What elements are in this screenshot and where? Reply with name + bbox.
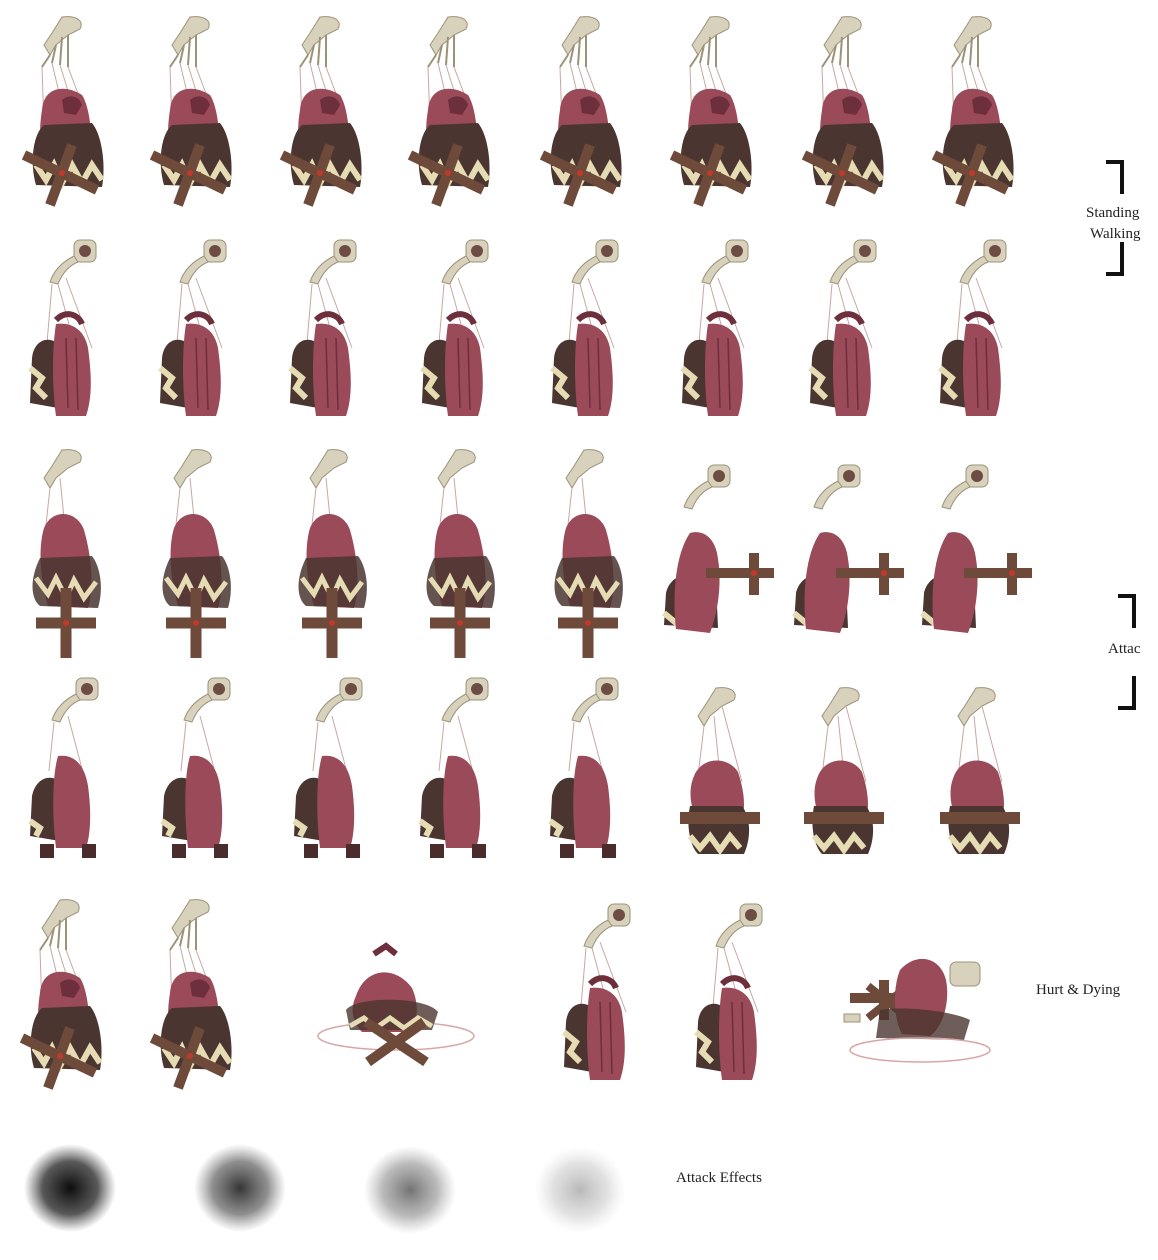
- row-attack-effects: [24, 1144, 626, 1234]
- sprite-frame: [318, 946, 474, 1062]
- effect-frame: [534, 1146, 626, 1234]
- row-standing: [24, 17, 1014, 205]
- sprite-frame: [940, 240, 1006, 416]
- sprite-frame: [664, 465, 774, 633]
- sprite-frame: [672, 17, 752, 205]
- sprite-frame: [934, 17, 1014, 205]
- sprite-frame: [422, 240, 488, 416]
- effect-frame: [364, 1146, 456, 1234]
- sprite-frame: [162, 678, 230, 858]
- sprite-frame: [680, 688, 760, 854]
- sprite-frame: [682, 240, 748, 416]
- sprite-frame: [24, 17, 104, 205]
- sprite-frame: [427, 450, 495, 658]
- row-attack: [33, 450, 1033, 658]
- sprite-frame: [290, 240, 356, 416]
- sprite-frame: [555, 450, 623, 658]
- sprite-frame: [22, 900, 102, 1088]
- bracket-walking-bottom: [1106, 242, 1124, 276]
- sprite-frame: [810, 240, 876, 416]
- sprite-frame: [282, 17, 362, 205]
- label-attack: Attac: [1108, 641, 1141, 657]
- sprite-frame: [30, 240, 96, 416]
- row-hurt-dying: [22, 900, 990, 1088]
- sprite-frame: [922, 465, 1032, 633]
- bracket-attack-top: [1118, 594, 1136, 628]
- sprite-frame: [794, 465, 904, 633]
- sprite-frame: [804, 17, 884, 205]
- sprite-frame: [804, 688, 884, 854]
- sprite-frame: [152, 900, 232, 1088]
- label-walking: Walking: [1090, 226, 1141, 242]
- sprite-frame: [564, 904, 630, 1080]
- sprite-frame: [163, 450, 231, 658]
- bracket-attack-bottom: [1118, 676, 1136, 710]
- sprite-frame: [160, 240, 226, 416]
- sprite-frame: [844, 959, 990, 1062]
- sprite-frame: [542, 17, 622, 205]
- sprite-frame: [420, 678, 488, 858]
- sprite-frame: [152, 17, 232, 205]
- sprite-frame: [940, 688, 1020, 854]
- label-attack-effects: Attack Effects: [676, 1170, 762, 1186]
- bracket-standing-top: [1106, 160, 1124, 194]
- sprite-frame: [696, 904, 762, 1080]
- sprite-frame: [550, 678, 618, 858]
- sprite-frame: [294, 678, 362, 858]
- sprite-frame: [33, 450, 101, 658]
- row-attack-back: [30, 678, 1020, 858]
- label-standing: Standing: [1086, 205, 1140, 221]
- sprite-frame: [299, 450, 367, 658]
- effect-frame: [194, 1144, 286, 1232]
- effect-frame: [24, 1144, 116, 1232]
- sprite-frame: [552, 240, 618, 416]
- sprite-frame: [410, 17, 490, 205]
- sprite-frame: [30, 678, 98, 858]
- label-hurt-dying: Hurt & Dying: [1036, 982, 1121, 998]
- row-walking: [30, 240, 1006, 416]
